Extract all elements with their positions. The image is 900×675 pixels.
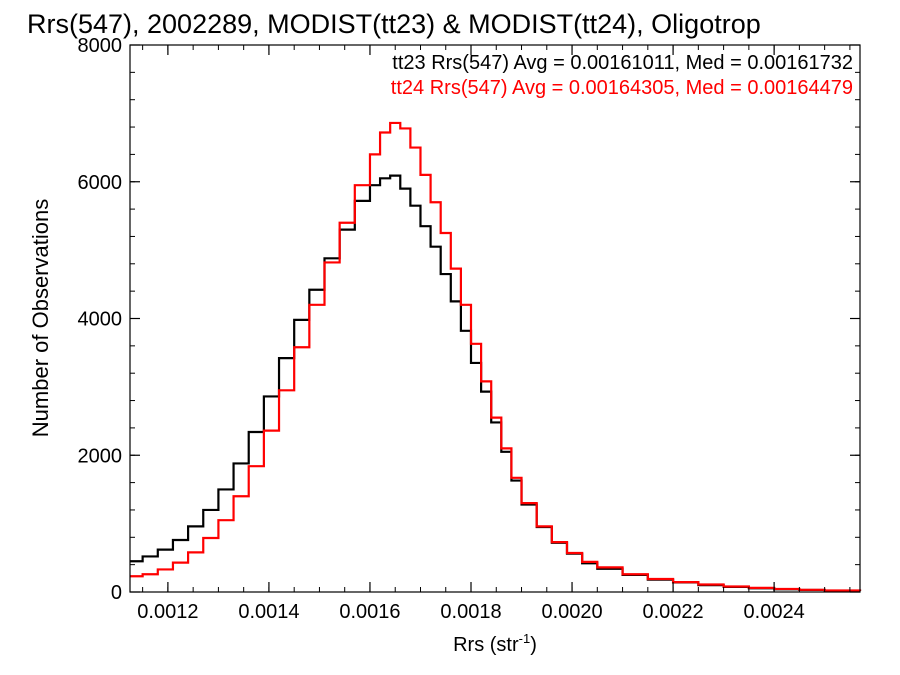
y-tick-label: 2000 bbox=[78, 445, 123, 467]
x-tick-label: 0.0016 bbox=[339, 601, 400, 623]
x-tick-label: 0.0020 bbox=[541, 601, 602, 623]
x-tick-label: 0.0014 bbox=[238, 601, 299, 623]
annotation-line-1: tt23 Rrs(547) Avg = 0.00161011, Med = 0.… bbox=[392, 52, 853, 74]
series-line-2 bbox=[130, 121, 862, 592]
y-axis-label: Number of Observations bbox=[28, 199, 53, 437]
y-tick-label: 8000 bbox=[78, 35, 123, 57]
y-tick-label: 0 bbox=[111, 582, 122, 604]
ticks-layer bbox=[130, 44, 860, 593]
x-axis-label-superscript: -1 bbox=[519, 631, 531, 646]
x-axis-label-close: ) bbox=[530, 634, 537, 656]
x-axis-label: Rrs (str-1) bbox=[453, 631, 537, 656]
x-tick-label: 0.0012 bbox=[137, 601, 198, 623]
x-axis-label-main: Rrs (str bbox=[453, 634, 519, 656]
y-tick-label: 6000 bbox=[78, 172, 123, 194]
plot-area: 0.0012 0.0014 0.0016 0.0018 0.0020 0.0022 0.00… bbox=[78, 35, 862, 623]
annotation-line-2: tt24 Rrs(547) Avg = 0.00164305, Med = 0.… bbox=[391, 77, 853, 99]
x-tick-labels: 0.0012 0.0014 0.0016 0.0018 0.0020 0.0022 0.00… bbox=[137, 601, 804, 623]
series-layer bbox=[130, 121, 862, 592]
x-tick-label: 0.0024 bbox=[744, 601, 805, 623]
legend-annotations: tt23 Rrs(547) Avg = 0.00161011, Med = 0.… bbox=[391, 52, 853, 99]
y-tick-labels: 0 2000 4000 6000 8000 bbox=[78, 35, 123, 604]
y-tick-label: 4000 bbox=[78, 309, 123, 331]
chart-title: Rrs(547), 2002289, MODIST(tt23) & MODIST… bbox=[27, 9, 761, 39]
x-tick-label: 0.0022 bbox=[642, 601, 703, 623]
x-tick-label: 0.0018 bbox=[440, 601, 501, 623]
